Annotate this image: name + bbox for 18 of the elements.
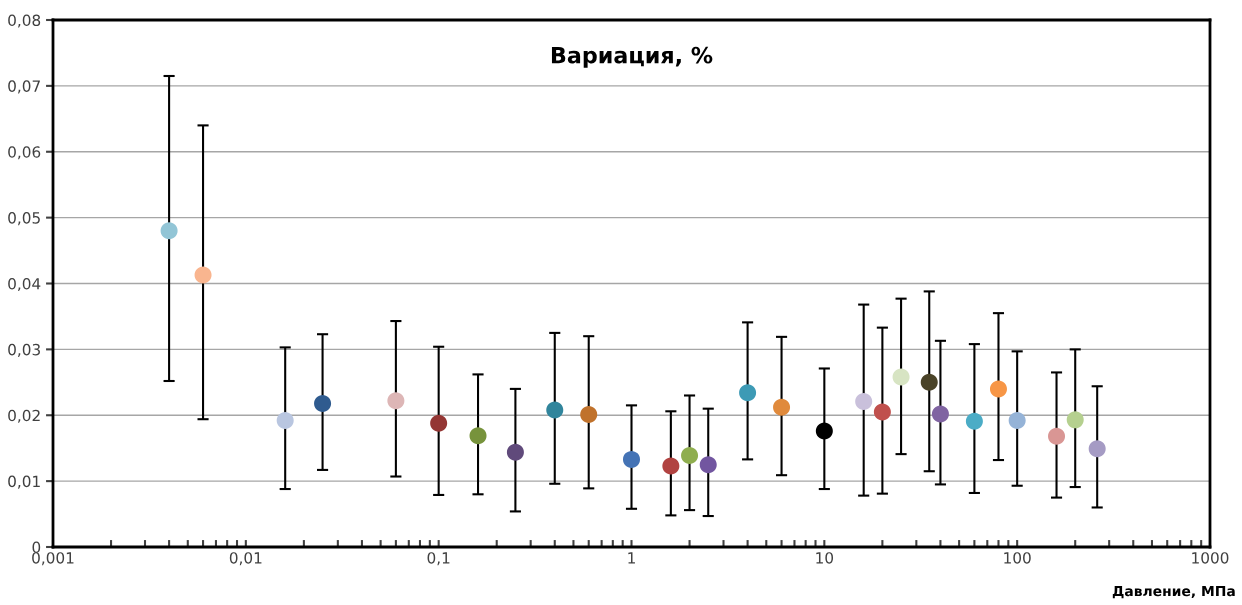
y-tick-label: 0,01 bbox=[8, 475, 40, 489]
x-tick-label: 1 bbox=[628, 552, 635, 564]
x-tick-label: 10 bbox=[816, 552, 834, 564]
x-tick-label: 0,001 bbox=[32, 552, 74, 566]
x-tick-label: 0,01 bbox=[229, 552, 262, 566]
y-tick-label: 0 bbox=[32, 541, 41, 554]
y-tick-label: 0,06 bbox=[8, 146, 41, 160]
x-tick-label: 1000 bbox=[1192, 552, 1229, 564]
y-tick-label: 0,03 bbox=[8, 343, 40, 357]
text: Вариация, % bbox=[551, 46, 713, 68]
x-axis-title: Давление, МПа bbox=[1112, 585, 1235, 599]
x-tick-label: 0,1 bbox=[427, 552, 450, 566]
x-tick-label: 100 bbox=[1004, 552, 1031, 564]
y-tick-label: 0,02 bbox=[8, 409, 40, 423]
y-tick-label: 0,08 bbox=[8, 14, 41, 28]
y-tick-label: 0,07 bbox=[8, 80, 40, 94]
y-tick-label: 0,05 bbox=[8, 212, 40, 226]
y-tick-label: 0,04 bbox=[8, 277, 41, 292]
